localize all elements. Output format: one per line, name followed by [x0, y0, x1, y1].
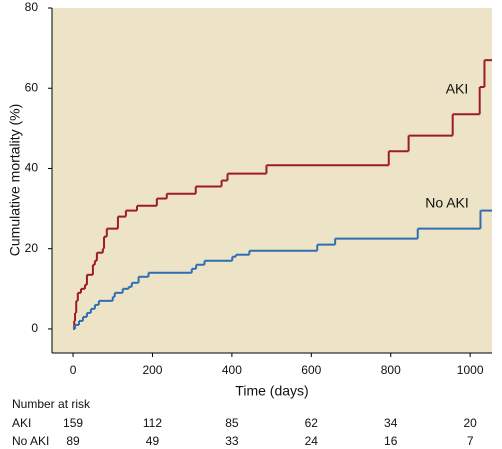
x-tick-label: 1000 — [457, 363, 484, 377]
risk-table-title: Number at risk — [12, 397, 91, 411]
risk-count: 62 — [305, 416, 319, 430]
x-tick-label: 200 — [142, 363, 162, 377]
x-tick-label: 400 — [222, 363, 242, 377]
y-tick-label: 60 — [25, 80, 39, 94]
x-tick-label: 600 — [301, 363, 321, 377]
y-tick-label: 40 — [25, 161, 39, 175]
risk-row-label: No AKI — [12, 434, 49, 448]
x-axis-title: Time (days) — [235, 383, 308, 399]
risk-count: 85 — [225, 416, 239, 430]
y-tick-label: 80 — [25, 0, 39, 14]
risk-count: 34 — [384, 416, 398, 430]
risk-row-label: AKI — [12, 416, 31, 430]
x-tick-label: 800 — [381, 363, 401, 377]
series-label: AKI — [446, 81, 469, 97]
risk-count: 89 — [66, 434, 80, 448]
y-tick-label: 20 — [25, 241, 39, 255]
x-tick-label: 0 — [70, 363, 77, 377]
risk-count: 49 — [146, 434, 160, 448]
y-tick-label: 0 — [31, 321, 38, 335]
risk-count: 7 — [467, 434, 474, 448]
risk-count: 112 — [143, 416, 162, 430]
plot-background — [52, 8, 492, 353]
risk-count: 20 — [463, 416, 477, 430]
series-label: No AKI — [425, 195, 469, 211]
risk-count: 33 — [225, 434, 239, 448]
y-axis-title: Cumulative mortality (%) — [7, 104, 23, 256]
risk-count: 159 — [63, 416, 83, 430]
risk-count: 16 — [384, 434, 398, 448]
risk-count: 24 — [305, 434, 319, 448]
